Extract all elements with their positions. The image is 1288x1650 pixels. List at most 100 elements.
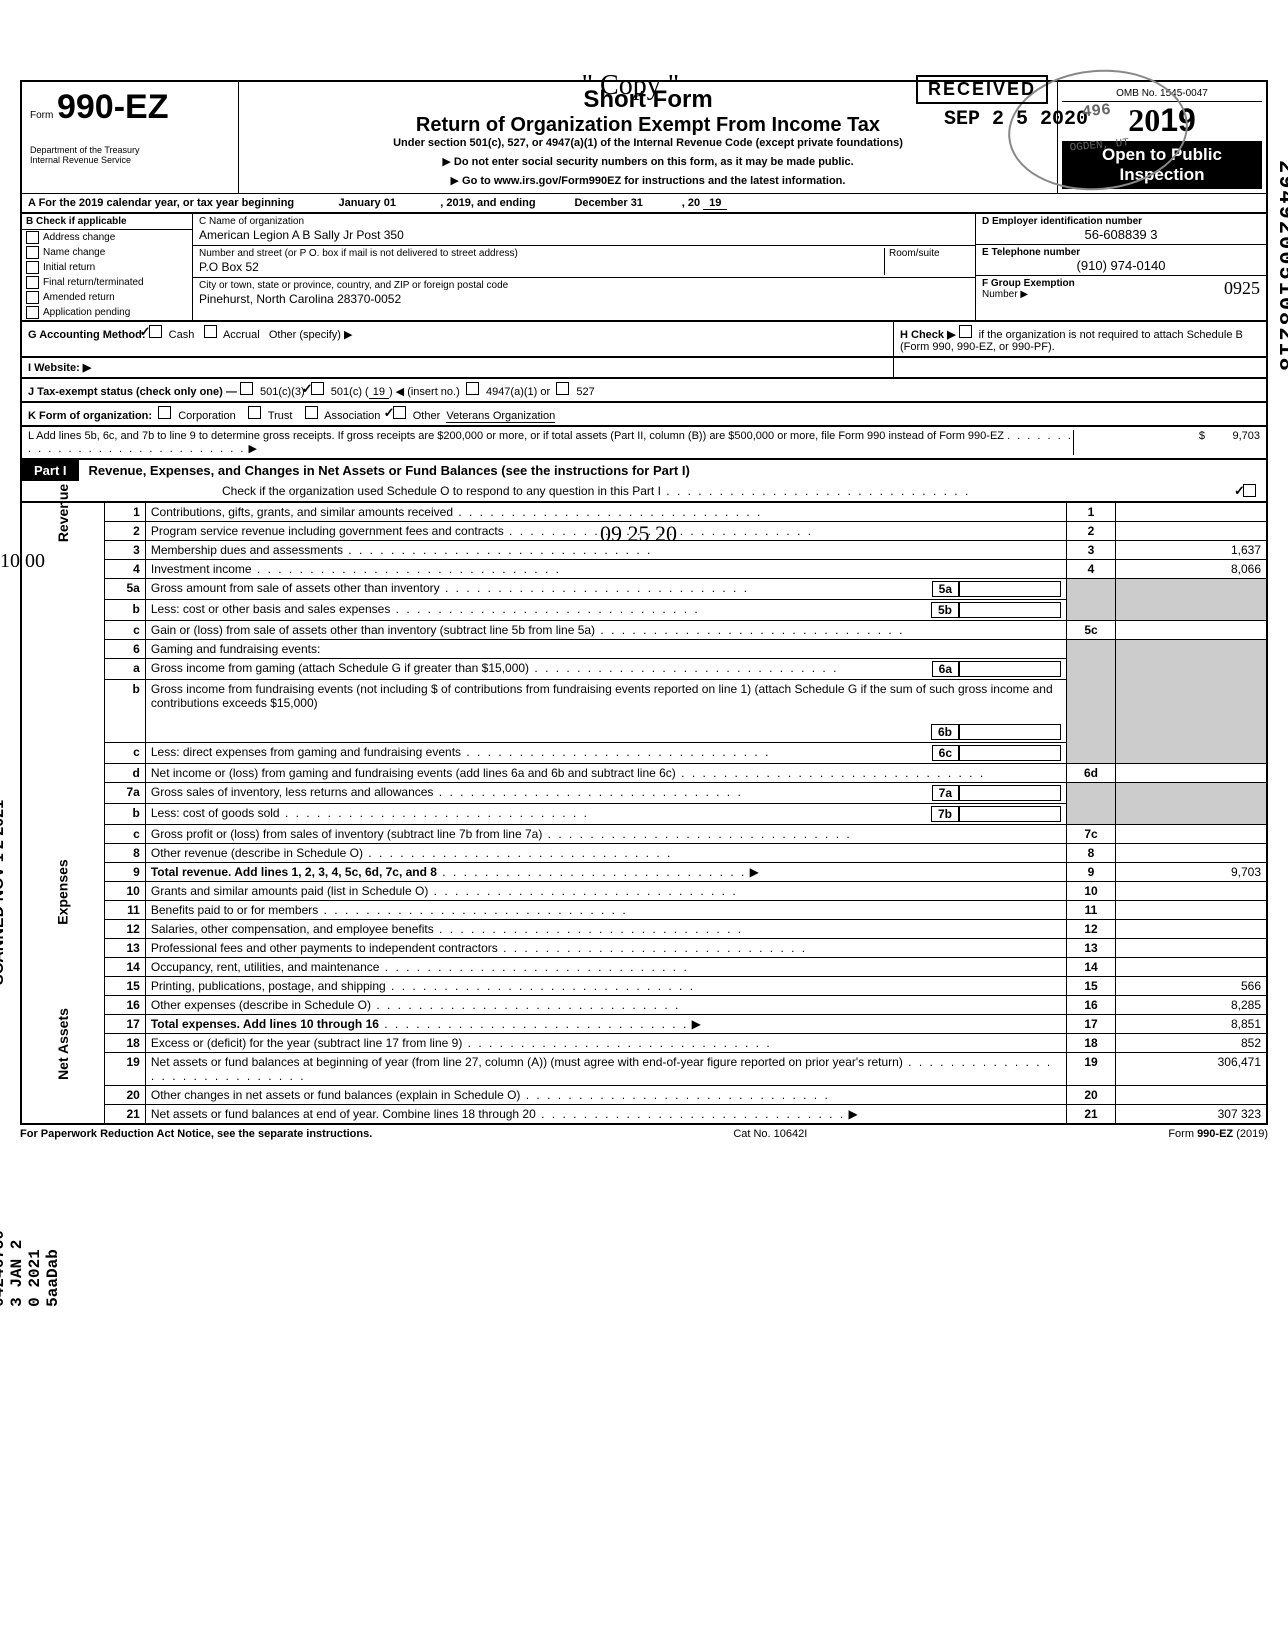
- chk-address[interactable]: Address change: [22, 230, 192, 245]
- j-cinsert: ) ◀ (insert no.): [389, 386, 460, 398]
- ln13-txt: Professional fees and other payments to …: [151, 941, 498, 955]
- city-value[interactable]: Pinehurst, North Carolina 28370-0052: [199, 291, 969, 307]
- ln16-num: 16: [104, 996, 145, 1015]
- ln21-amt[interactable]: 307 323: [1116, 1105, 1268, 1125]
- ssn-warning: Do not enter social security numbers on …: [249, 155, 1047, 168]
- ln15-amt[interactable]: 566: [1116, 977, 1268, 996]
- line-a: A For the 2019 calendar year, or tax yea…: [20, 193, 1268, 212]
- ln10-amt[interactable]: [1116, 882, 1268, 901]
- l-amount[interactable]: 9,703: [1232, 430, 1260, 442]
- chk-initial[interactable]: Initial return: [22, 260, 192, 275]
- org-name[interactable]: American Legion A B Sally Jr Post 350: [199, 227, 969, 243]
- footer-right: Form 990-EZ (2019): [1168, 1128, 1268, 1140]
- chk-address-label: Address change: [43, 232, 115, 243]
- ln7a-sa[interactable]: [959, 785, 1061, 801]
- chk-pending-label: Application pending: [43, 307, 130, 318]
- chk-trust[interactable]: [248, 406, 261, 419]
- ln18-amt[interactable]: 852: [1116, 1034, 1268, 1053]
- ln19-amt[interactable]: 306,471: [1116, 1053, 1268, 1086]
- k-other-val[interactable]: Veterans Organization: [446, 410, 555, 423]
- ln18-cn: 18: [1067, 1034, 1116, 1053]
- ln4-amt[interactable]: 8,066: [1116, 560, 1268, 579]
- ln8-num: 8: [104, 844, 145, 863]
- ln5c-amt[interactable]: [1116, 621, 1268, 640]
- ln14-amt[interactable]: [1116, 958, 1268, 977]
- chk-cash[interactable]: [149, 325, 162, 338]
- chk-final[interactable]: Final return/terminated: [22, 275, 192, 290]
- chk-501c[interactable]: [311, 382, 324, 395]
- ln14-num: 14: [104, 958, 145, 977]
- ln16-txt: Other expenses (describe in Schedule O): [151, 998, 371, 1012]
- chk-501c3[interactable]: [240, 382, 253, 395]
- chk-pending[interactable]: Application pending: [22, 305, 192, 320]
- chk-other-org[interactable]: [393, 406, 406, 419]
- phone-value[interactable]: (910) 974-0140: [982, 258, 1260, 273]
- l-text: L Add lines 5b, 6c, and 7b to line 9 to …: [28, 430, 1073, 455]
- ln3-amt[interactable]: 1,637: [1116, 541, 1268, 560]
- ln13-amt[interactable]: [1116, 939, 1268, 958]
- ln5a-sn: 5a: [932, 581, 959, 597]
- ln6-txt: Gaming and fundraising events:: [145, 640, 1066, 659]
- ln8-cn: 8: [1067, 844, 1116, 863]
- ln13-cn: 13: [1067, 939, 1116, 958]
- ln4-num: 4: [104, 560, 145, 579]
- chk-sched-b[interactable]: [959, 325, 972, 338]
- ln5a-sa[interactable]: [959, 581, 1061, 597]
- ln8-amt[interactable]: [1116, 844, 1268, 863]
- ln7c-amt[interactable]: [1116, 825, 1268, 844]
- ln5b-txt: Less: cost or other basis and sales expe…: [151, 602, 390, 616]
- ln6a-sa[interactable]: [959, 661, 1061, 677]
- line-h-cont: [894, 358, 1266, 377]
- ln7b-sa[interactable]: [959, 806, 1061, 822]
- ein-value[interactable]: 56-608839 3: [982, 227, 1260, 242]
- web-instr-text: Go to www.irs.gov/Form990EZ for instruct…: [462, 175, 845, 187]
- chk-assoc[interactable]: [305, 406, 318, 419]
- h-label: H Check ▶: [900, 329, 956, 341]
- ln6c-sa[interactable]: [959, 745, 1061, 761]
- ln17-amt[interactable]: 8,851: [1116, 1015, 1268, 1034]
- line-a-end-month[interactable]: December 31: [539, 197, 679, 209]
- ln16-amt[interactable]: 8,285: [1116, 996, 1268, 1015]
- ln19-num: 19: [104, 1053, 145, 1086]
- chk-name[interactable]: Name change: [22, 245, 192, 260]
- ln6d-amt[interactable]: [1116, 764, 1268, 783]
- ln20-amt[interactable]: [1116, 1086, 1268, 1105]
- ln6c-txt: Less: direct expenses from gaming and fu…: [151, 745, 461, 759]
- ln21-cn: 21: [1067, 1105, 1116, 1125]
- line-a-end-year[interactable]: 19: [703, 197, 727, 210]
- c-city-cell: City or town, state or province, country…: [193, 278, 975, 309]
- ln15-num: 15: [104, 977, 145, 996]
- group-number[interactable]: 0925: [1224, 278, 1260, 299]
- ln5b-sa[interactable]: [959, 602, 1061, 618]
- chk-527[interactable]: [556, 382, 569, 395]
- chk-schedule-o[interactable]: [1243, 484, 1256, 497]
- f-group-cell: F Group Exemption 0925 Number ▶: [976, 276, 1266, 302]
- ln1-txt: Contributions, gifts, grants, and simila…: [151, 505, 453, 519]
- ln3-num: 3: [104, 541, 145, 560]
- ln1-num: 1: [104, 502, 145, 522]
- part1-title: Revenue, Expenses, and Changes in Net As…: [89, 463, 690, 478]
- chk-amended[interactable]: Amended return: [22, 290, 192, 305]
- ln7b-num: b: [104, 804, 145, 825]
- ln12-amt[interactable]: [1116, 920, 1268, 939]
- chk-4947[interactable]: [466, 382, 479, 395]
- ln6-num: 6: [104, 640, 145, 659]
- ln11-cn: 11: [1067, 901, 1116, 920]
- c-name-label: C Name of organization: [199, 216, 304, 227]
- section-bcdef: B Check if applicable Address change Nam…: [20, 212, 1268, 320]
- ln11-amt[interactable]: [1116, 901, 1268, 920]
- street-value[interactable]: P.O Box 52: [199, 259, 880, 275]
- line-a-begin[interactable]: January 01: [297, 197, 437, 209]
- chk-accrual[interactable]: [204, 325, 217, 338]
- col-c: C Name of organization American Legion A…: [193, 214, 976, 320]
- col-def: D Employer identification number 56-6088…: [976, 214, 1266, 320]
- k-corp: Corporation: [178, 410, 235, 422]
- ln12-cn: 12: [1067, 920, 1116, 939]
- ln1-amt[interactable]: [1116, 502, 1268, 522]
- j-cnum[interactable]: 19: [369, 386, 389, 399]
- ln17-cn: 17: [1067, 1015, 1116, 1034]
- ln6b-sa[interactable]: [959, 724, 1061, 740]
- chk-corp[interactable]: [158, 406, 171, 419]
- ln9-amt[interactable]: 9,703: [1116, 863, 1268, 882]
- ln2-amt[interactable]: [1116, 522, 1268, 541]
